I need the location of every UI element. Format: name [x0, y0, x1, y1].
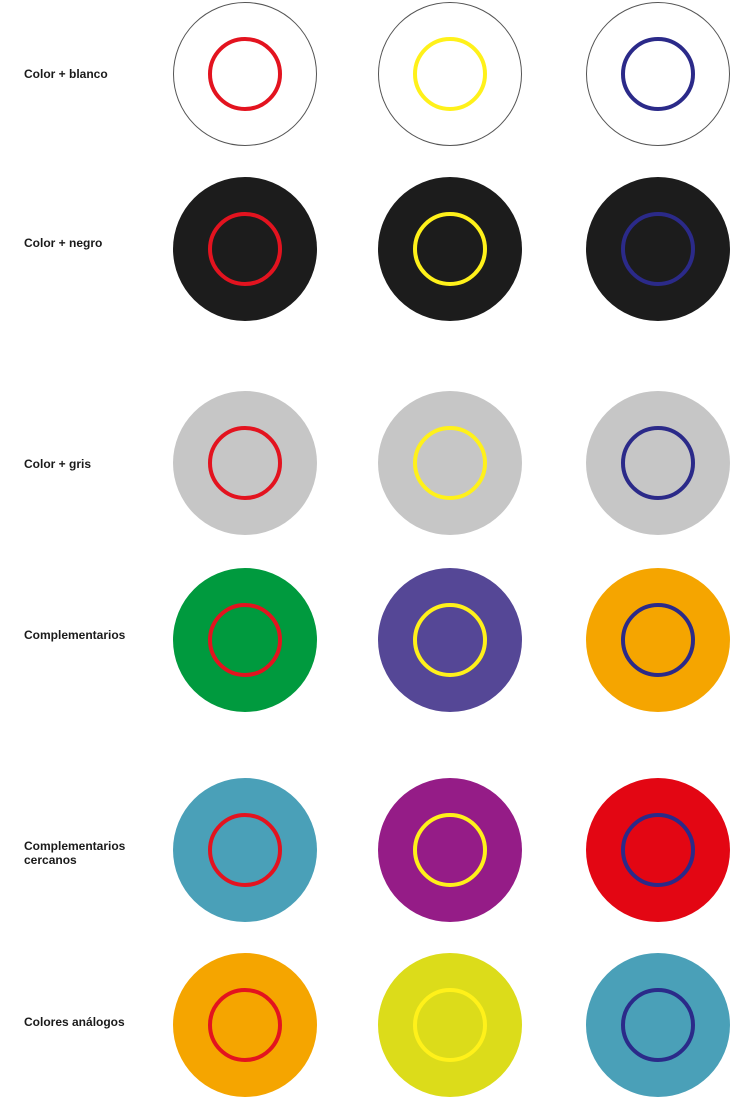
ring-yellow [413, 988, 487, 1062]
row-label-complementarios-cercanos: Complementarios cercanos [24, 839, 126, 867]
ring-blue [621, 813, 695, 887]
row-label-color-blanco: Color + blanco [24, 67, 108, 81]
row-label-color-negro: Color + negro [24, 236, 103, 250]
ring-red [208, 426, 282, 500]
row-label-color-gris: Color + gris [24, 457, 92, 471]
ring-red [208, 212, 282, 286]
ring-blue [621, 426, 695, 500]
ring-red [208, 988, 282, 1062]
ring-blue [621, 37, 695, 111]
ring-yellow [413, 37, 487, 111]
ring-yellow [413, 813, 487, 887]
row-label-complementarios: Complementarios [24, 628, 126, 642]
ring-blue [621, 603, 695, 677]
ring-red [208, 603, 282, 677]
ring-yellow [413, 426, 487, 500]
ring-yellow [413, 603, 487, 677]
ring-red [208, 37, 282, 111]
ring-blue [621, 212, 695, 286]
ring-yellow [413, 212, 487, 286]
row-label-colores-analogos: Colores análogos [24, 1015, 125, 1029]
ring-blue [621, 988, 695, 1062]
ring-red [208, 813, 282, 887]
